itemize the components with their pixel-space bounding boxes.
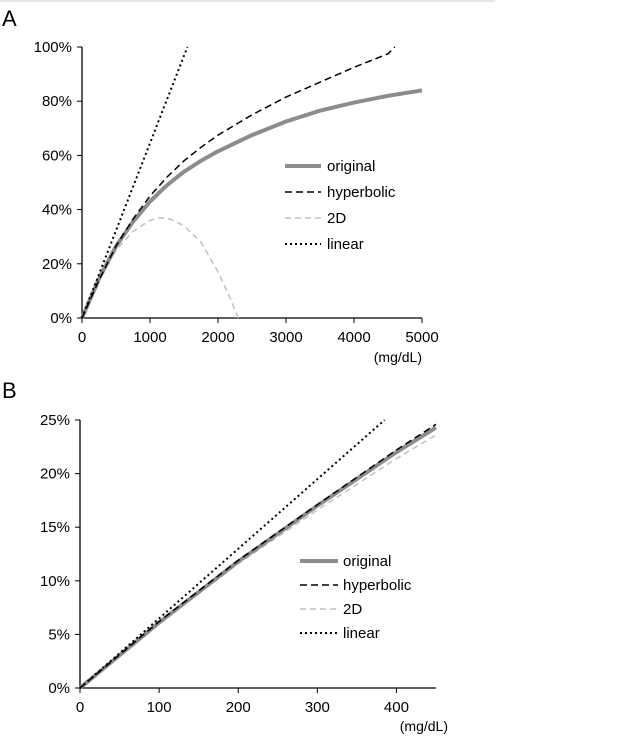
y-tick-label: 5%: [48, 626, 70, 643]
series-line-original: [82, 90, 422, 318]
panel-a: A 0% 20% 40% 60% 80% 100% 0 1000 2000 3000 4000 5000…: [2, 6, 439, 365]
legend-label-original: original: [343, 553, 391, 570]
series-line-linear: [80, 420, 385, 688]
legend-label-linear: linear: [327, 236, 364, 253]
x-tick-label: 5000: [405, 329, 438, 346]
legend-label-linear: linear: [343, 625, 380, 642]
y-tick-label: 0%: [48, 680, 70, 697]
legend-label-hyperbolic: hyperbolic: [327, 184, 396, 201]
panel-b: B 0% 5% 10% 15% 20% 25% 0 100 200 300 400 (mg/dL) ori…: [2, 378, 448, 734]
y-tick-label: 40%: [42, 202, 72, 219]
x-tick-label: 0: [76, 699, 84, 716]
x-tick-label: 2000: [201, 329, 234, 346]
x-tick-label: 3000: [269, 329, 302, 346]
figure: A0%20%40%60%80%100%010002000300040005000…: [0, 0, 640, 740]
y-tick-label: 20%: [42, 256, 72, 273]
x-tick-label: 300: [305, 699, 330, 716]
legend-label-2d: 2D: [343, 601, 362, 618]
x-tick-label: 1000: [133, 329, 166, 346]
y-tick-label: 80%: [42, 93, 72, 110]
legend-label-2d: 2D: [327, 210, 346, 227]
series-line-hyperbolic: [82, 47, 395, 318]
y-tick-label: 20%: [40, 466, 70, 483]
panel-label: A: [2, 6, 17, 31]
legend: original hyperbolic 2D linear: [300, 553, 412, 642]
x-tick-label: 200: [226, 699, 251, 716]
x-tick-label: 4000: [337, 329, 370, 346]
y-tick-label: 60%: [42, 147, 72, 164]
legend: original hyperbolic 2D linear: [285, 158, 396, 253]
y-tick-label: 25%: [40, 412, 70, 429]
x-tick-label: 400: [384, 699, 409, 716]
y-tick-label: 0%: [50, 310, 72, 327]
x-tick-label: 0: [78, 329, 86, 346]
x-axis-unit-label: (mg/dL): [374, 349, 422, 365]
y-tick-label: 15%: [40, 519, 70, 536]
legend-label-original: original: [327, 158, 375, 175]
x-axis-unit-label: (mg/dL): [400, 718, 448, 734]
y-tick-label: 10%: [40, 573, 70, 590]
panel-label: B: [2, 378, 17, 403]
legend-label-hyperbolic: hyperbolic: [343, 577, 412, 594]
x-tick-label: 100: [147, 699, 172, 716]
y-tick-label: 100%: [34, 39, 72, 56]
